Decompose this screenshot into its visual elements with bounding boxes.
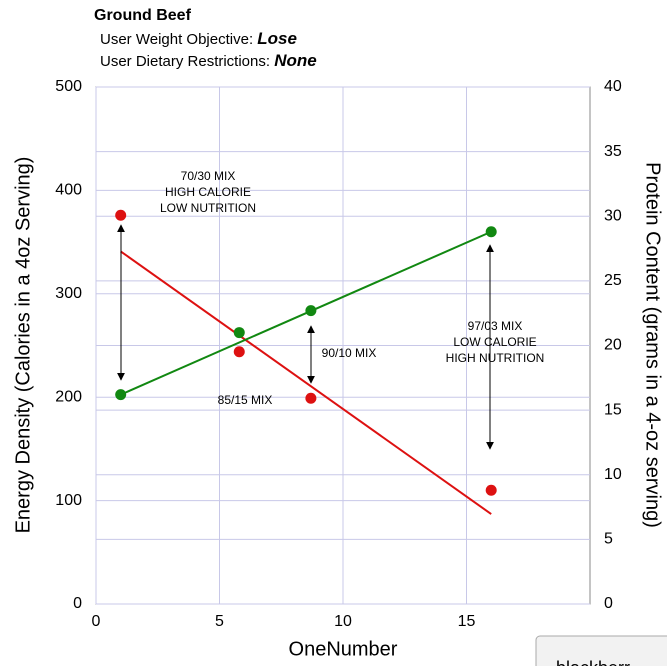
x-tick-label: 5	[215, 613, 224, 630]
point	[485, 484, 497, 496]
trend-line	[120, 250, 492, 515]
point	[305, 305, 317, 317]
annotation: 70/30 MIX	[181, 169, 236, 183]
point	[233, 327, 245, 339]
y-tick-label: 300	[55, 285, 82, 302]
point	[485, 226, 497, 238]
y2-axis-label: Protein Content (grams in a 4-oz serving…	[642, 162, 664, 528]
annotation: 85/15 MIX	[218, 393, 273, 407]
point	[233, 346, 245, 358]
y2-tick-label: 10	[604, 466, 622, 483]
annotation: 97/03 MIX	[468, 319, 523, 333]
y-tick-label: 200	[55, 388, 82, 405]
y2-tick-label: 35	[604, 143, 622, 160]
x-tick-label: 15	[458, 613, 476, 630]
y2-tick-label: 30	[604, 207, 622, 224]
y-axis-label: Energy Density (Calories in a 4oz Servin…	[12, 157, 34, 534]
x-tick-label: 10	[334, 613, 352, 630]
annotation: 90/10 MIX	[322, 346, 377, 360]
subtitle: User Dietary Restrictions: None	[100, 51, 317, 70]
y2-tick-label: 0	[604, 595, 613, 612]
chart-title: Ground Beef	[94, 7, 192, 24]
y-tick-label: 400	[55, 182, 82, 199]
point	[115, 389, 127, 401]
overlay-text: blackberr	[556, 658, 630, 666]
y-tick-label: 100	[55, 492, 82, 509]
y2-tick-label: 40	[604, 78, 622, 95]
y2-tick-label: 20	[604, 337, 622, 354]
y-tick-label: 0	[73, 595, 82, 612]
y2-tick-label: 15	[604, 401, 622, 418]
subtitle-value: None	[274, 51, 317, 70]
annotation: LOW CALORIE	[453, 335, 536, 349]
point	[115, 209, 127, 221]
point	[305, 392, 317, 404]
annotation: HIGH CALORIE	[165, 185, 251, 199]
overlay-box	[535, 635, 667, 666]
x-tick-label: 0	[92, 613, 101, 630]
trend-line	[120, 230, 492, 396]
y2-tick-label: 25	[604, 272, 622, 289]
y2-tick-label: 5	[604, 531, 613, 548]
subtitle-label: User Dietary Restrictions:	[100, 53, 274, 70]
subtitle-value: Lose	[257, 29, 297, 48]
x-axis-label: OneNumber	[289, 638, 398, 660]
y-tick-label: 500	[55, 78, 82, 95]
annotation: LOW NUTRITION	[160, 201, 256, 215]
annotation: HIGH NUTRITION	[446, 351, 545, 365]
subtitle-label: User Weight Objective:	[100, 31, 257, 48]
arrows	[117, 224, 494, 450]
subtitle: User Weight Objective: Lose	[100, 29, 297, 48]
